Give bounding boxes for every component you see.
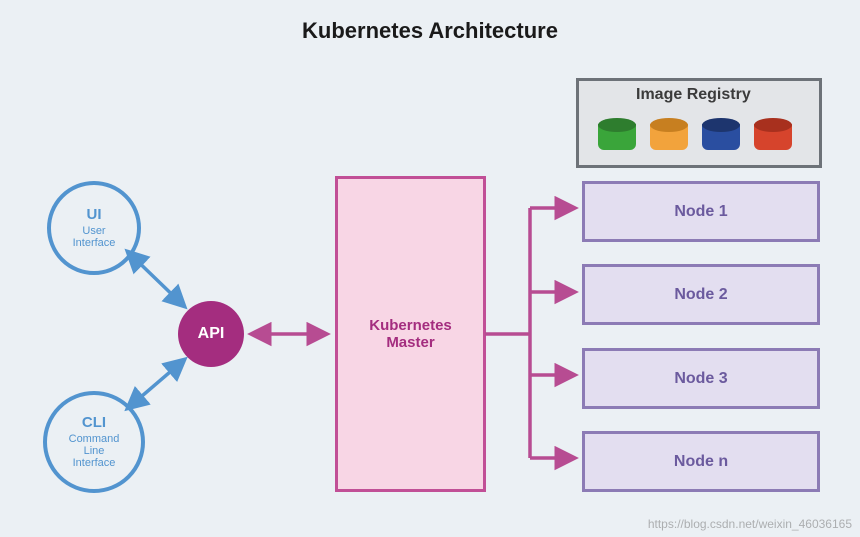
api-circle: API (178, 301, 244, 367)
node-label-2: Node 2 (674, 286, 727, 304)
arrow-cli-api (128, 360, 184, 408)
node-box-2: Node 2 (582, 264, 820, 325)
registry-cylinder-green (598, 118, 636, 150)
registry-cylinder-blue (702, 118, 740, 150)
cli-circle-title: CLI (82, 415, 106, 432)
registry-cylinder-orange (650, 118, 688, 150)
kubernetes-master-box: KubernetesMaster (335, 176, 486, 492)
ui-circle-title: UI (87, 207, 102, 224)
image-registry-title: Image Registry (636, 86, 751, 104)
ui-circle-sub: UserInterface (73, 225, 116, 249)
master-label: KubernetesMaster (369, 317, 452, 351)
api-circle-label: API (198, 325, 225, 343)
node-box-n: Node n (582, 431, 820, 492)
node-label-3: Node 3 (674, 370, 727, 388)
node-label-1: Node 1 (674, 203, 727, 221)
registry-cylinder-red (754, 118, 792, 150)
cli-circle: CLI CommandLineInterface (43, 391, 145, 493)
node-box-1: Node 1 (582, 181, 820, 242)
arrow-ui-api (128, 252, 184, 306)
node-label-n: Node n (674, 453, 728, 471)
ui-circle: UI UserInterface (47, 181, 141, 275)
watermark: https://blog.csdn.net/weixin_46036165 (648, 517, 852, 531)
cli-circle-sub: CommandLineInterface (69, 433, 120, 469)
diagram-title: Kubernetes Architecture (0, 18, 860, 44)
node-box-3: Node 3 (582, 348, 820, 409)
